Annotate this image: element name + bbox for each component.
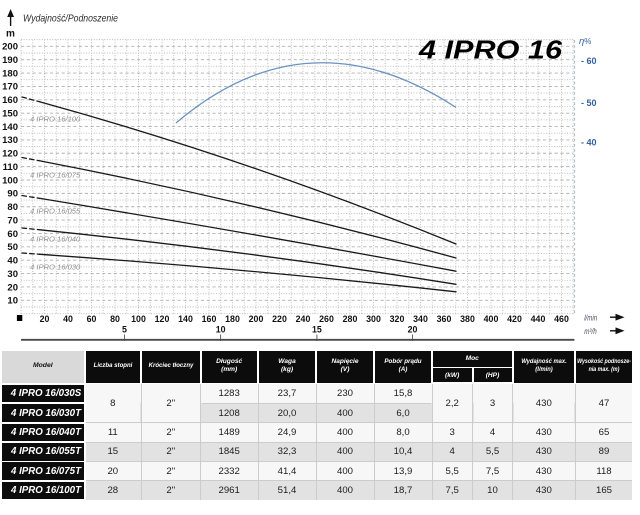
svg-text:50: 50 — [7, 242, 18, 253]
svg-text:200: 200 — [249, 314, 264, 324]
svg-text:160: 160 — [202, 314, 217, 324]
svg-text:100: 100 — [2, 175, 18, 186]
svg-text:- 40: - 40 — [581, 138, 597, 148]
svg-text:220: 220 — [272, 314, 287, 324]
svg-text:4 IPRO 16/100: 4 IPRO 16/100 — [30, 114, 81, 123]
svg-text:400: 400 — [484, 314, 499, 324]
svg-text:380: 380 — [460, 314, 475, 324]
svg-text:4 IPRO 16/040: 4 IPRO 16/040 — [30, 234, 81, 243]
svg-text:110: 110 — [3, 162, 18, 173]
svg-text:180: 180 — [2, 68, 18, 79]
svg-text:130: 130 — [2, 135, 18, 146]
svg-text:40: 40 — [63, 314, 73, 324]
svg-text:40: 40 — [7, 256, 18, 267]
svg-text:180: 180 — [225, 314, 240, 324]
svg-text:60: 60 — [87, 314, 97, 324]
svg-text:η%: η% — [579, 36, 591, 47]
svg-text:20: 20 — [40, 314, 50, 324]
svg-text:150: 150 — [2, 109, 18, 120]
svg-text:120: 120 — [155, 314, 170, 324]
svg-text:200: 200 — [2, 42, 18, 53]
svg-text:Wydajność/Podnoszenie: Wydajność/Podnoszenie — [23, 13, 118, 25]
svg-text:170: 170 — [2, 82, 18, 93]
svg-text:30: 30 — [7, 269, 18, 280]
svg-text:100: 100 — [131, 314, 146, 324]
svg-text:m³/h: m³/h — [584, 327, 597, 336]
svg-text:10: 10 — [7, 296, 18, 307]
svg-text:360: 360 — [437, 314, 452, 324]
svg-text:340: 340 — [413, 314, 428, 324]
svg-text:4 IPRO 16/055: 4 IPRO 16/055 — [30, 206, 81, 215]
svg-text:300: 300 — [366, 314, 381, 324]
svg-text:- 60: - 60 — [581, 56, 597, 66]
svg-text:320: 320 — [390, 314, 405, 324]
svg-text:140: 140 — [178, 314, 193, 324]
svg-text:- 50: - 50 — [581, 98, 597, 108]
svg-text:120: 120 — [2, 149, 18, 160]
svg-text:5: 5 — [122, 324, 127, 334]
svg-text:80: 80 — [110, 314, 120, 324]
svg-text:160: 160 — [2, 95, 18, 106]
svg-text:l/min: l/min — [584, 313, 597, 322]
svg-text:60: 60 — [7, 229, 18, 240]
svg-text:m: m — [6, 29, 15, 40]
svg-text:280: 280 — [343, 314, 358, 324]
svg-text:4 IPRO 16: 4 IPRO 16 — [418, 35, 563, 65]
svg-text:80: 80 — [7, 202, 18, 213]
svg-text:140: 140 — [2, 122, 18, 133]
svg-text:15: 15 — [312, 324, 322, 334]
svg-text:190: 190 — [2, 55, 18, 66]
svg-text:260: 260 — [319, 314, 334, 324]
svg-text:4 IPRO 16/075: 4 IPRO 16/075 — [30, 170, 81, 179]
svg-text:20: 20 — [7, 282, 18, 293]
svg-text:460: 460 — [554, 314, 569, 324]
svg-text:20: 20 — [408, 324, 418, 334]
svg-text:440: 440 — [531, 314, 546, 324]
svg-text:240: 240 — [296, 314, 311, 324]
svg-text:10: 10 — [216, 324, 226, 334]
svg-text:90: 90 — [7, 189, 18, 200]
svg-text:70: 70 — [7, 215, 18, 226]
svg-text:4 IPRO 16/030: 4 IPRO 16/030 — [30, 263, 81, 272]
svg-text:420: 420 — [507, 314, 522, 324]
